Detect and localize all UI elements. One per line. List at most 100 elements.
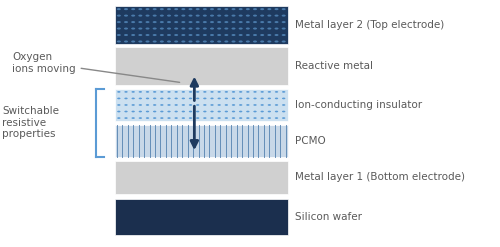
Circle shape <box>174 34 178 36</box>
Circle shape <box>275 98 278 99</box>
Circle shape <box>282 91 286 93</box>
Bar <box>115 89 288 121</box>
Circle shape <box>260 41 264 42</box>
Circle shape <box>182 41 186 42</box>
Circle shape <box>224 8 228 10</box>
Circle shape <box>268 34 272 36</box>
Circle shape <box>117 8 121 10</box>
Circle shape <box>160 98 164 99</box>
Circle shape <box>146 98 149 99</box>
Bar <box>115 125 288 157</box>
Circle shape <box>232 117 235 119</box>
Circle shape <box>168 117 170 119</box>
Circle shape <box>174 117 178 119</box>
Circle shape <box>224 34 228 36</box>
Circle shape <box>168 98 170 99</box>
Circle shape <box>260 98 264 99</box>
Circle shape <box>174 21 178 23</box>
Circle shape <box>210 27 214 30</box>
Circle shape <box>246 91 250 93</box>
Circle shape <box>260 111 264 112</box>
Circle shape <box>268 15 272 17</box>
Circle shape <box>274 41 278 42</box>
Circle shape <box>153 117 156 119</box>
Circle shape <box>174 91 178 93</box>
Circle shape <box>182 104 185 106</box>
Circle shape <box>217 21 221 23</box>
Circle shape <box>168 104 170 106</box>
Circle shape <box>146 91 149 93</box>
Bar <box>115 161 288 194</box>
Circle shape <box>182 27 186 30</box>
Circle shape <box>160 117 164 119</box>
Circle shape <box>153 104 156 106</box>
Circle shape <box>132 111 135 112</box>
Circle shape <box>239 98 242 99</box>
Circle shape <box>182 21 186 23</box>
Circle shape <box>174 27 178 30</box>
Circle shape <box>153 98 156 99</box>
Circle shape <box>246 21 250 23</box>
Circle shape <box>146 117 149 119</box>
Circle shape <box>174 98 178 99</box>
Circle shape <box>224 91 228 93</box>
Circle shape <box>224 27 228 30</box>
Circle shape <box>253 15 257 17</box>
Circle shape <box>196 15 200 17</box>
Circle shape <box>196 21 200 23</box>
Circle shape <box>253 27 257 30</box>
Circle shape <box>174 8 178 10</box>
Circle shape <box>124 41 128 42</box>
Circle shape <box>167 21 171 23</box>
Circle shape <box>146 21 150 23</box>
Circle shape <box>210 15 214 17</box>
Circle shape <box>218 104 221 106</box>
Circle shape <box>203 15 207 17</box>
Circle shape <box>224 41 228 42</box>
Circle shape <box>152 21 156 23</box>
Circle shape <box>268 27 272 30</box>
Circle shape <box>210 8 214 10</box>
Circle shape <box>153 91 156 93</box>
Circle shape <box>182 98 185 99</box>
Text: Metal layer 1 (Bottom electrode): Metal layer 1 (Bottom electrode) <box>294 172 464 182</box>
Circle shape <box>260 15 264 17</box>
Circle shape <box>232 21 235 23</box>
Circle shape <box>117 34 121 36</box>
Circle shape <box>210 98 214 99</box>
Circle shape <box>132 91 135 93</box>
Circle shape <box>246 104 250 106</box>
Circle shape <box>203 104 206 106</box>
Circle shape <box>203 21 207 23</box>
Circle shape <box>152 41 156 42</box>
Circle shape <box>132 98 135 99</box>
Circle shape <box>117 98 120 99</box>
Circle shape <box>274 8 278 10</box>
Circle shape <box>232 91 235 93</box>
Circle shape <box>160 104 164 106</box>
Circle shape <box>188 8 192 10</box>
Circle shape <box>260 34 264 36</box>
Circle shape <box>182 111 185 112</box>
Circle shape <box>232 98 235 99</box>
Circle shape <box>210 91 214 93</box>
Circle shape <box>238 34 242 36</box>
Circle shape <box>260 21 264 23</box>
Circle shape <box>124 91 128 93</box>
Circle shape <box>196 117 200 119</box>
Circle shape <box>188 41 192 42</box>
Circle shape <box>253 34 257 36</box>
Circle shape <box>188 15 192 17</box>
Circle shape <box>196 34 200 36</box>
Circle shape <box>182 91 185 93</box>
Circle shape <box>254 117 256 119</box>
Circle shape <box>260 91 264 93</box>
Circle shape <box>168 111 170 112</box>
Circle shape <box>246 41 250 42</box>
Circle shape <box>282 34 286 36</box>
Circle shape <box>196 104 200 106</box>
Circle shape <box>117 41 121 42</box>
Circle shape <box>196 98 200 99</box>
Circle shape <box>275 117 278 119</box>
Circle shape <box>188 34 192 36</box>
